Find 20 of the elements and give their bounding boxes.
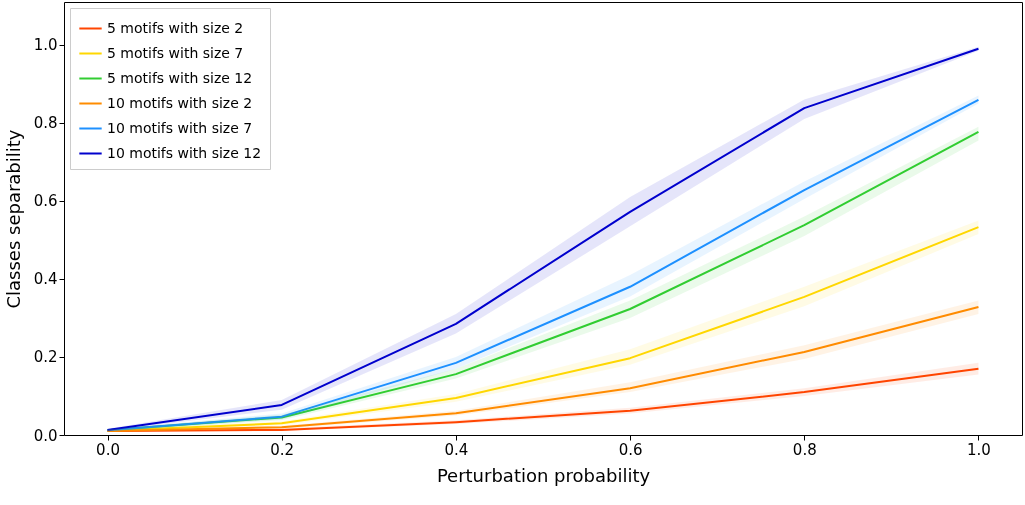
y-axis-title: Classes separability <box>2 129 24 309</box>
x-tick-label: 0.6 <box>618 440 643 459</box>
legend-label: 5 motifs with size 2 <box>107 19 244 36</box>
legend-label: 5 motifs with size 12 <box>107 69 253 86</box>
x-tick-label: 0.2 <box>270 440 295 459</box>
legend-label: 10 motifs with size 2 <box>107 94 253 111</box>
x-tick-label: 0.0 <box>96 440 120 459</box>
legend-label: 10 motifs with size 7 <box>107 119 253 136</box>
legend-label: 10 motifs with size 12 <box>107 144 262 161</box>
x-tick-label: 1.0 <box>967 440 991 459</box>
y-tick-label: 0.6 <box>33 192 58 211</box>
legend-label: 5 motifs with size 7 <box>107 44 244 61</box>
y-tick-label: 0.2 <box>33 348 58 367</box>
y-tick-label: 0.0 <box>33 426 58 445</box>
y-tick-label: 0.8 <box>33 114 58 133</box>
y-tick-label: 1.0 <box>33 36 58 55</box>
x-tick-label: 0.8 <box>792 440 817 459</box>
y-tick-label: 0.4 <box>33 270 58 289</box>
x-tick-label: 0.4 <box>444 440 469 459</box>
x-axis-title: Perturbation probability <box>436 464 651 486</box>
